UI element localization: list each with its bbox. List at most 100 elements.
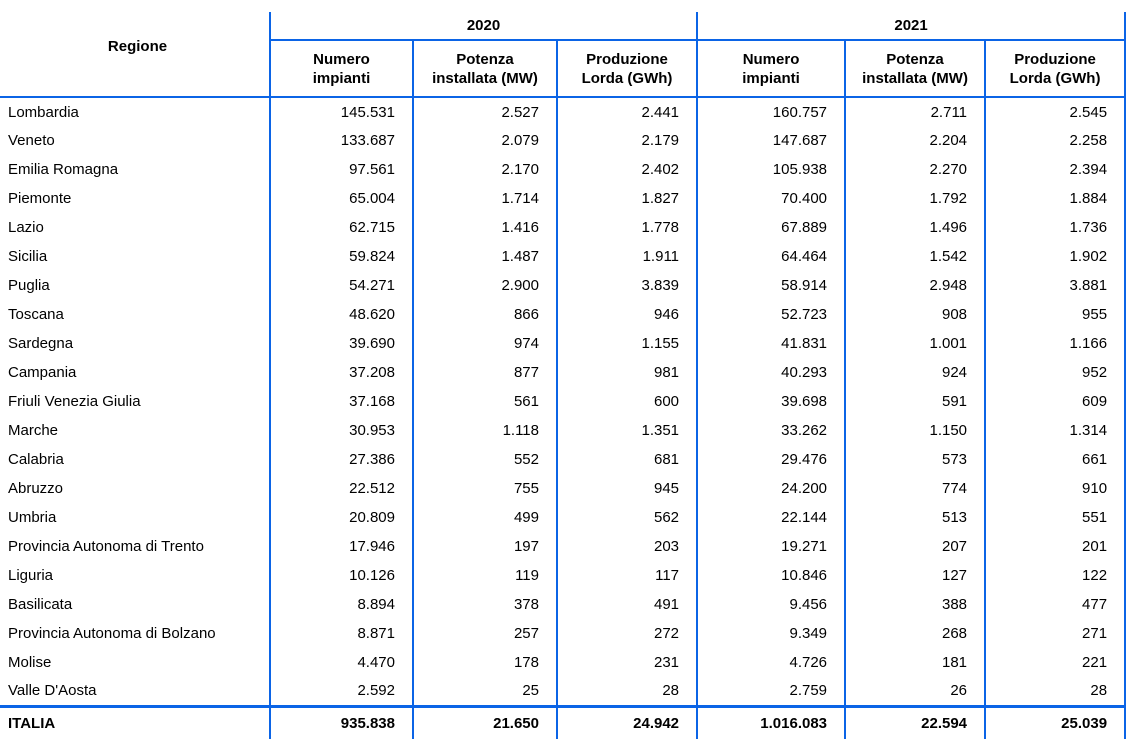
value-cell: 591	[844, 387, 986, 416]
value-cell: 774	[844, 474, 986, 503]
table-row: Lazio 62.715 1.416 1.778 67.889 1.496 1.…	[0, 213, 1127, 242]
value-cell: 2.079	[412, 126, 557, 155]
region-name-cell: Marche	[8, 422, 59, 439]
table-row: Basilicata 8.894 378 491 9.456 388 477	[0, 590, 1127, 619]
value-cell: 910	[984, 474, 1127, 503]
region-name-cell: Umbria	[8, 509, 57, 526]
value-cell: 197	[412, 532, 557, 561]
value-cell: 1.496	[844, 213, 986, 242]
value-cell: 661	[984, 445, 1127, 474]
region-name-cell: Provincia Autonoma di Bolzano	[8, 625, 216, 642]
value-cell: 28	[555, 677, 698, 706]
value-cell: 1.150	[844, 416, 986, 445]
value-cell: 1.487	[412, 242, 557, 271]
value-cell: 127	[844, 561, 986, 590]
region-name-cell: Provincia Autonoma di Trento	[8, 538, 204, 555]
value-cell: 97.561	[269, 155, 413, 184]
value-cell: 2.948	[844, 271, 986, 300]
region-name-cell: Molise	[8, 654, 52, 671]
total-value-cell: 25.039	[984, 704, 1127, 739]
value-cell: 65.004	[269, 184, 413, 213]
value-cell: 561	[412, 387, 557, 416]
table-row: Marche 30.953 1.118 1.351 33.262 1.150 1…	[0, 416, 1127, 445]
value-cell: 28	[984, 677, 1127, 706]
region-name-cell: Lombardia	[8, 103, 79, 121]
table-row: Abruzzo 22.512 755 945 24.200 774 910	[0, 474, 1127, 503]
year-2021-header: 2021	[696, 12, 1127, 41]
value-cell: 26	[844, 677, 986, 706]
value-cell: 378	[412, 590, 557, 619]
total-value-cell: 24.942	[555, 704, 698, 739]
value-cell: 27.386	[269, 445, 413, 474]
value-cell: 133.687	[269, 126, 413, 155]
value-cell: 974	[412, 329, 557, 358]
region-name-cell: Veneto	[8, 132, 55, 149]
table-row: Puglia 54.271 2.900 3.839 58.914 2.948 3…	[0, 271, 1127, 300]
region-name-cell: Basilicata	[8, 596, 73, 613]
value-cell: 1.314	[984, 416, 1127, 445]
year-2020-header: 2020	[268, 12, 698, 41]
value-cell: 10.846	[696, 561, 846, 590]
value-cell: 37.208	[269, 358, 413, 387]
value-cell: 29.476	[696, 445, 846, 474]
value-cell: 2.204	[844, 126, 986, 155]
value-cell: 2.545	[984, 97, 1127, 126]
value-cell: 41.831	[696, 329, 846, 358]
value-cell: 22.512	[269, 474, 413, 503]
table-body: Lombardia 145.531 2.527 2.441 160.757 2.…	[0, 97, 1127, 706]
region-name-cell: Calabria	[8, 451, 64, 468]
value-cell: 981	[555, 358, 698, 387]
value-cell: 1.118	[412, 416, 557, 445]
value-cell: 1.778	[555, 213, 698, 242]
regional-energy-table: Regione 2020 2021 Numero impianti Potenz…	[0, 12, 1127, 739]
value-cell: 4.470	[269, 648, 413, 677]
value-cell: 64.464	[696, 242, 846, 271]
value-cell: 231	[555, 648, 698, 677]
value-cell: 1.166	[984, 329, 1127, 358]
region-name-cell: Emilia Romagna	[8, 161, 119, 178]
value-cell: 4.726	[696, 648, 846, 677]
value-cell: 573	[844, 445, 986, 474]
value-cell: 2.441	[555, 97, 698, 126]
value-cell: 37.168	[269, 387, 413, 416]
value-cell: 48.620	[269, 300, 413, 329]
table-row: Liguria 10.126 119 117 10.846 127 122	[0, 561, 1127, 590]
value-cell: 178	[412, 648, 557, 677]
value-cell: 609	[984, 387, 1127, 416]
value-cell: 122	[984, 561, 1127, 590]
region-name-cell: Toscana	[8, 306, 64, 323]
value-cell: 54.271	[269, 271, 413, 300]
value-cell: 22.144	[696, 503, 846, 532]
value-cell: 119	[412, 561, 557, 590]
region-name-cell: Piemonte	[8, 190, 72, 207]
value-cell: 877	[412, 358, 557, 387]
region-name-cell: Puglia	[8, 277, 50, 294]
table-row: Piemonte 65.004 1.714 1.827 70.400 1.792…	[0, 184, 1127, 213]
value-cell: 2.258	[984, 126, 1127, 155]
value-cell: 39.690	[269, 329, 413, 358]
value-cell: 3.839	[555, 271, 698, 300]
value-cell: 1.714	[412, 184, 557, 213]
region-name-cell: Valle D'Aosta	[8, 682, 97, 700]
value-cell: 562	[555, 503, 698, 532]
value-cell: 58.914	[696, 271, 846, 300]
value-cell: 39.698	[696, 387, 846, 416]
value-cell: 866	[412, 300, 557, 329]
value-cell: 181	[844, 648, 986, 677]
region-name-cell: Abruzzo	[8, 480, 64, 497]
total-value-cell: 1.016.083	[696, 704, 846, 739]
value-cell: 160.757	[696, 97, 846, 126]
total-value-cell: 935.838	[269, 704, 413, 739]
total-value-cell: 22.594	[844, 704, 986, 739]
value-cell: 30.953	[269, 416, 413, 445]
value-cell: 20.809	[269, 503, 413, 532]
region-name-cell: Campania	[8, 364, 77, 381]
value-cell: 2.527	[412, 97, 557, 126]
table-row: Sicilia 59.824 1.487 1.911 64.464 1.542 …	[0, 242, 1127, 271]
value-cell: 59.824	[269, 242, 413, 271]
value-cell: 1.736	[984, 213, 1127, 242]
value-cell: 2.402	[555, 155, 698, 184]
value-cell: 1.416	[412, 213, 557, 242]
value-cell: 551	[984, 503, 1127, 532]
